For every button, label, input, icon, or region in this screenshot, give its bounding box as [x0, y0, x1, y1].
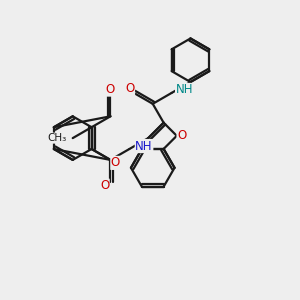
Text: CH₃: CH₃: [47, 133, 67, 143]
Text: O: O: [177, 129, 186, 142]
Text: NH: NH: [176, 83, 193, 97]
Text: O: O: [106, 83, 115, 96]
Text: NH: NH: [135, 140, 153, 152]
Text: O: O: [111, 156, 120, 170]
Text: O: O: [100, 179, 109, 192]
Text: O: O: [125, 82, 134, 95]
